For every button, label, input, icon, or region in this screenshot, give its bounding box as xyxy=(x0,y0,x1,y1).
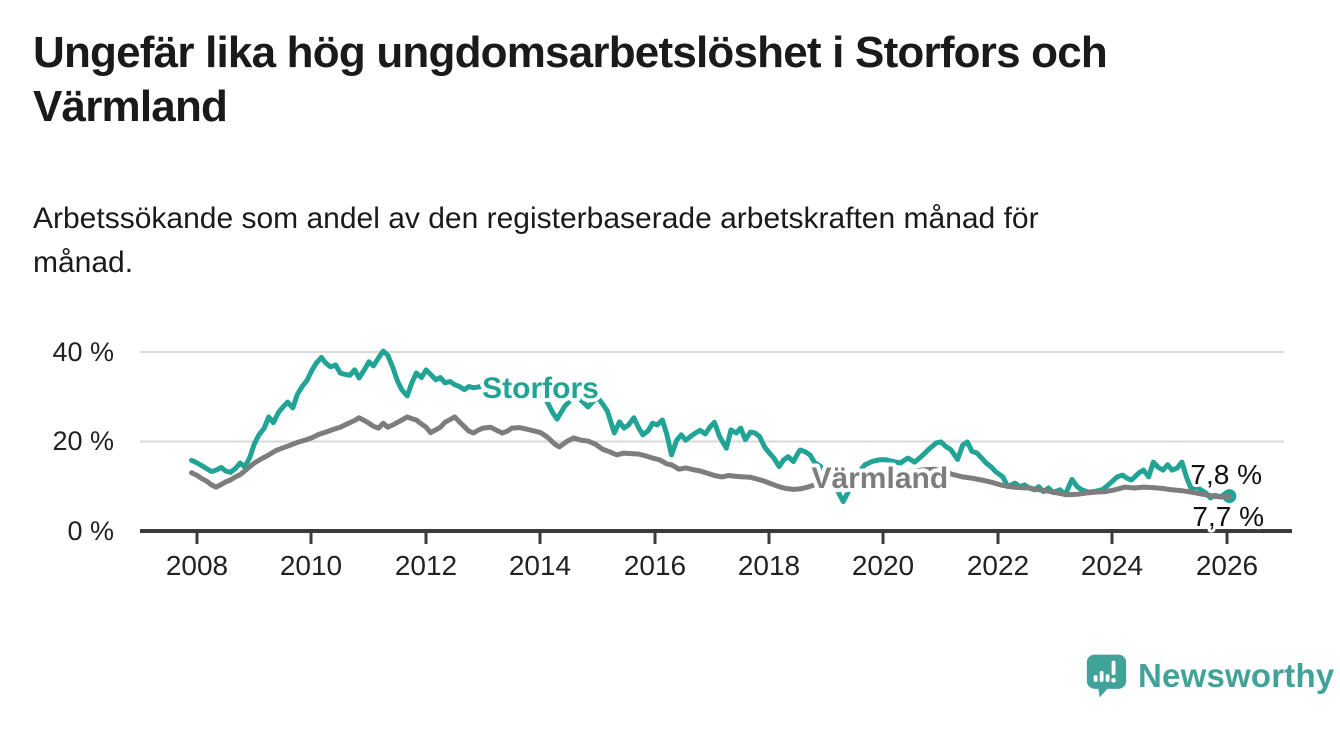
logo-bar-1 xyxy=(1093,675,1098,682)
x-tick-label-2008: 2008 xyxy=(166,550,228,581)
page-title-line2: Värmland xyxy=(33,82,228,131)
logo-exclamation-bar xyxy=(1111,660,1116,676)
page-subtitle-line1: Arbetssökande som andel av den registerb… xyxy=(33,202,1039,235)
page-title-line1: Ungefär lika hög ungdomsarbetslöshet i S… xyxy=(33,28,1108,77)
page-title: Ungefär lika hög ungdomsarbetslöshet i S… xyxy=(33,26,1293,134)
end-value-varmland: 7,7 % xyxy=(1192,501,1264,532)
newsworthy-logo[interactable]: Newsworthy xyxy=(1086,653,1334,699)
series-label-storfors: Storfors xyxy=(482,372,599,405)
series-label-varmland: Värmland xyxy=(811,462,948,495)
x-tick-label-2022: 2022 xyxy=(967,550,1029,581)
y-tick-label-20: 20 % xyxy=(52,426,114,456)
x-tick-label-2020: 2020 xyxy=(852,550,914,581)
newsworthy-logo-icon xyxy=(1086,654,1127,698)
y-tick-label-40: 40 % xyxy=(52,337,114,367)
page-subtitle-line2: månad. xyxy=(33,246,134,279)
y-tick-label-0: 0 % xyxy=(67,516,114,546)
series-line-1 xyxy=(189,414,1232,500)
logo-bar-2 xyxy=(1099,670,1104,682)
x-tick-label-2014: 2014 xyxy=(509,550,571,581)
x-tick-label-2024: 2024 xyxy=(1081,550,1143,581)
x-tick-label-2012: 2012 xyxy=(395,550,457,581)
page-subtitle: Arbetssökande som andel av den registerb… xyxy=(33,197,1293,285)
x-tick-label-2010: 2010 xyxy=(280,550,342,581)
newsworthy-logo-text: Newsworthy xyxy=(1138,657,1335,694)
logo-exclamation-dot xyxy=(1111,677,1116,683)
x-tick-label-2016: 2016 xyxy=(624,550,686,581)
logo-bar-3 xyxy=(1105,674,1110,682)
series-layer xyxy=(189,348,1237,504)
x-tick-label-2026: 2026 xyxy=(1196,550,1258,581)
end-value-storfors: 7,8 % xyxy=(1190,459,1262,490)
x-tick-label-2018: 2018 xyxy=(738,550,800,581)
